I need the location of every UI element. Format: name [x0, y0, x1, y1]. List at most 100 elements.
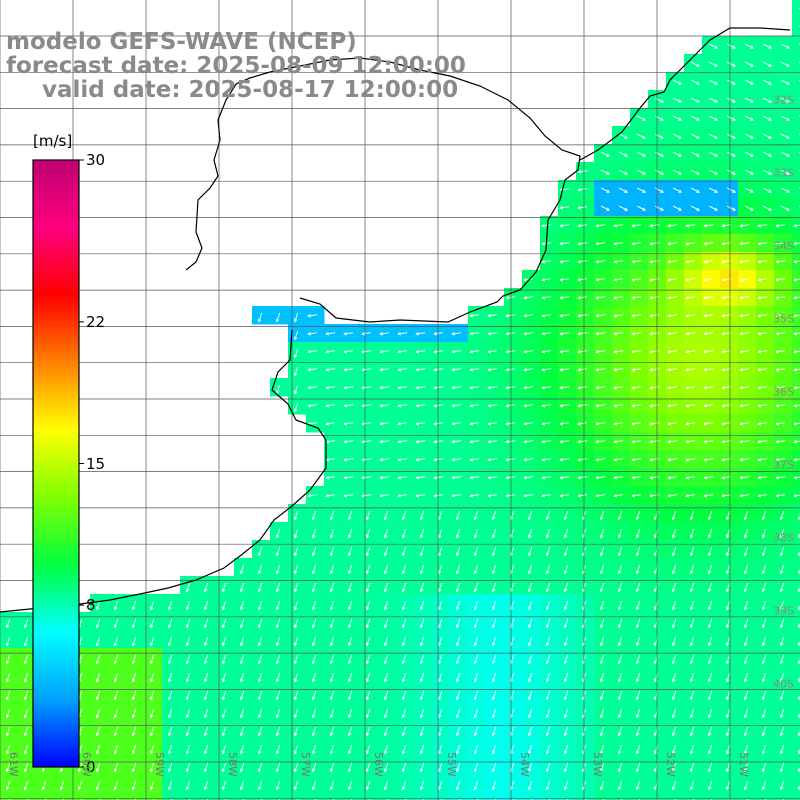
- longitude-label: 55W: [445, 752, 458, 777]
- wind-arrow: [523, 367, 534, 372]
- wind-arrow: [618, 205, 629, 211]
- wind-arrow: [635, 546, 641, 557]
- speed-cell: [792, 450, 800, 469]
- wind-arrow: [599, 510, 605, 521]
- wind-arrow: [757, 421, 768, 426]
- wind-arrow: [635, 672, 641, 683]
- wind-arrow: [41, 780, 47, 791]
- wind-arrow: [797, 712, 800, 719]
- wind-arrow: [721, 367, 732, 372]
- coastline: [0, 27, 791, 613]
- wind-arrow: [523, 475, 534, 480]
- wind-arrow: [329, 744, 335, 755]
- wind-arrow: [379, 493, 390, 498]
- wind-arrow: [433, 349, 444, 354]
- wind-arrow: [149, 672, 155, 683]
- speed-cell: [792, 666, 800, 685]
- wind-arrow: [743, 600, 749, 611]
- wind-arrow: [649, 475, 660, 480]
- speed-cell: [792, 630, 800, 649]
- wind-arrow: [743, 618, 749, 629]
- wind-arrow: [275, 582, 281, 593]
- wind-arrow: [473, 672, 479, 683]
- wind-arrow: [347, 690, 353, 701]
- wind-arrow: [491, 510, 497, 521]
- wind-arrow: [401, 510, 407, 521]
- wind-arrow: [739, 349, 750, 354]
- wind-arrow: [293, 366, 299, 377]
- wind-arrow: [401, 618, 407, 629]
- wind-arrow: [329, 510, 335, 521]
- wind-arrow: [708, 79, 719, 85]
- wind-arrow: [361, 439, 372, 444]
- wind-arrow: [131, 690, 137, 701]
- speed-cell: [792, 396, 800, 415]
- wind-arrow: [762, 61, 773, 67]
- wind-arrow: [5, 780, 11, 791]
- wind-arrow: [595, 403, 606, 408]
- wind-arrow: [437, 618, 443, 629]
- wind-arrow: [419, 528, 425, 539]
- wind-arrow: [721, 457, 732, 462]
- wind-arrow: [545, 654, 551, 665]
- wind-arrow: [726, 115, 737, 121]
- wind-arrow: [743, 672, 749, 683]
- wind-arrow: [739, 223, 750, 228]
- wind-arrow: [797, 694, 800, 701]
- wind-arrow: [739, 367, 750, 372]
- wind-arrow: [671, 744, 677, 755]
- speed-cell: [792, 792, 800, 800]
- wind-arrow: [419, 672, 425, 683]
- wind-arrow: [595, 313, 606, 318]
- wind-arrow: [793, 385, 800, 390]
- wind-arrow: [725, 726, 731, 737]
- wind-arrow: [131, 762, 137, 773]
- wind-arrow: [455, 564, 461, 575]
- wind-arrow: [275, 708, 281, 719]
- wind-arrow: [708, 169, 719, 175]
- wind-arrow: [113, 762, 119, 773]
- wind-arrow: [311, 690, 317, 701]
- wind-arrow: [671, 618, 677, 629]
- wind-arrow: [649, 259, 660, 264]
- wind-arrow: [618, 187, 629, 193]
- wind-arrow: [221, 690, 227, 701]
- speed-cell: [54, 792, 73, 800]
- wind-arrow: [307, 349, 318, 354]
- wind-arrow: [383, 672, 389, 683]
- wind-arrow: [149, 708, 155, 719]
- wind-arrow: [293, 348, 299, 359]
- wind-arrow: [635, 510, 641, 521]
- wind-arrow: [523, 421, 534, 426]
- wind-arrow: [797, 586, 800, 593]
- wind-arrow: [541, 295, 552, 300]
- wind-arrow: [779, 690, 785, 701]
- speed-cell: [414, 792, 433, 800]
- speed-cell: [72, 792, 91, 800]
- wind-arrow: [563, 654, 569, 665]
- wind-arrow: [649, 421, 660, 426]
- colorbar-unit: [m/s]: [33, 132, 73, 150]
- wind-arrow: [527, 744, 533, 755]
- wind-arrow: [793, 349, 800, 354]
- wind-arrow: [401, 636, 407, 647]
- wind-arrow: [23, 690, 29, 701]
- wind-arrow: [239, 600, 245, 611]
- wind-arrow: [689, 726, 695, 737]
- wind-arrow: [559, 331, 570, 336]
- wind-arrow: [347, 528, 353, 539]
- wind-arrow: [721, 259, 732, 264]
- wind-arrow: [401, 672, 407, 683]
- wind-arrow: [780, 133, 791, 139]
- wind-arrow: [559, 223, 570, 228]
- wind-arrow: [667, 277, 678, 282]
- wind-arrow: [595, 457, 606, 462]
- wind-arrow: [563, 582, 569, 593]
- wind-arrow: [757, 349, 768, 354]
- wind-arrow: [671, 564, 677, 575]
- wind-arrow: [649, 457, 660, 462]
- wind-arrow: [721, 295, 732, 300]
- wind-arrow: [545, 582, 551, 593]
- wind-arrow: [437, 636, 443, 647]
- wind-arrow: [275, 618, 281, 629]
